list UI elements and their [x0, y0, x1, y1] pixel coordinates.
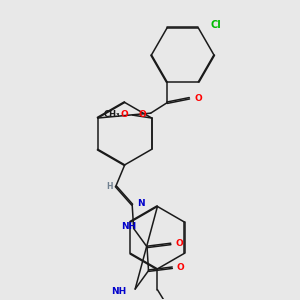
Text: NH: NH: [121, 223, 136, 232]
Text: NH: NH: [112, 287, 127, 296]
Text: O: O: [120, 110, 128, 119]
Text: N: N: [137, 199, 144, 208]
Text: O: O: [139, 110, 146, 119]
Text: Cl: Cl: [210, 20, 221, 30]
Text: O: O: [177, 263, 184, 272]
Text: H: H: [106, 182, 112, 191]
Text: O: O: [194, 94, 202, 103]
Text: CH₃: CH₃: [104, 110, 121, 119]
Text: O: O: [175, 239, 183, 248]
